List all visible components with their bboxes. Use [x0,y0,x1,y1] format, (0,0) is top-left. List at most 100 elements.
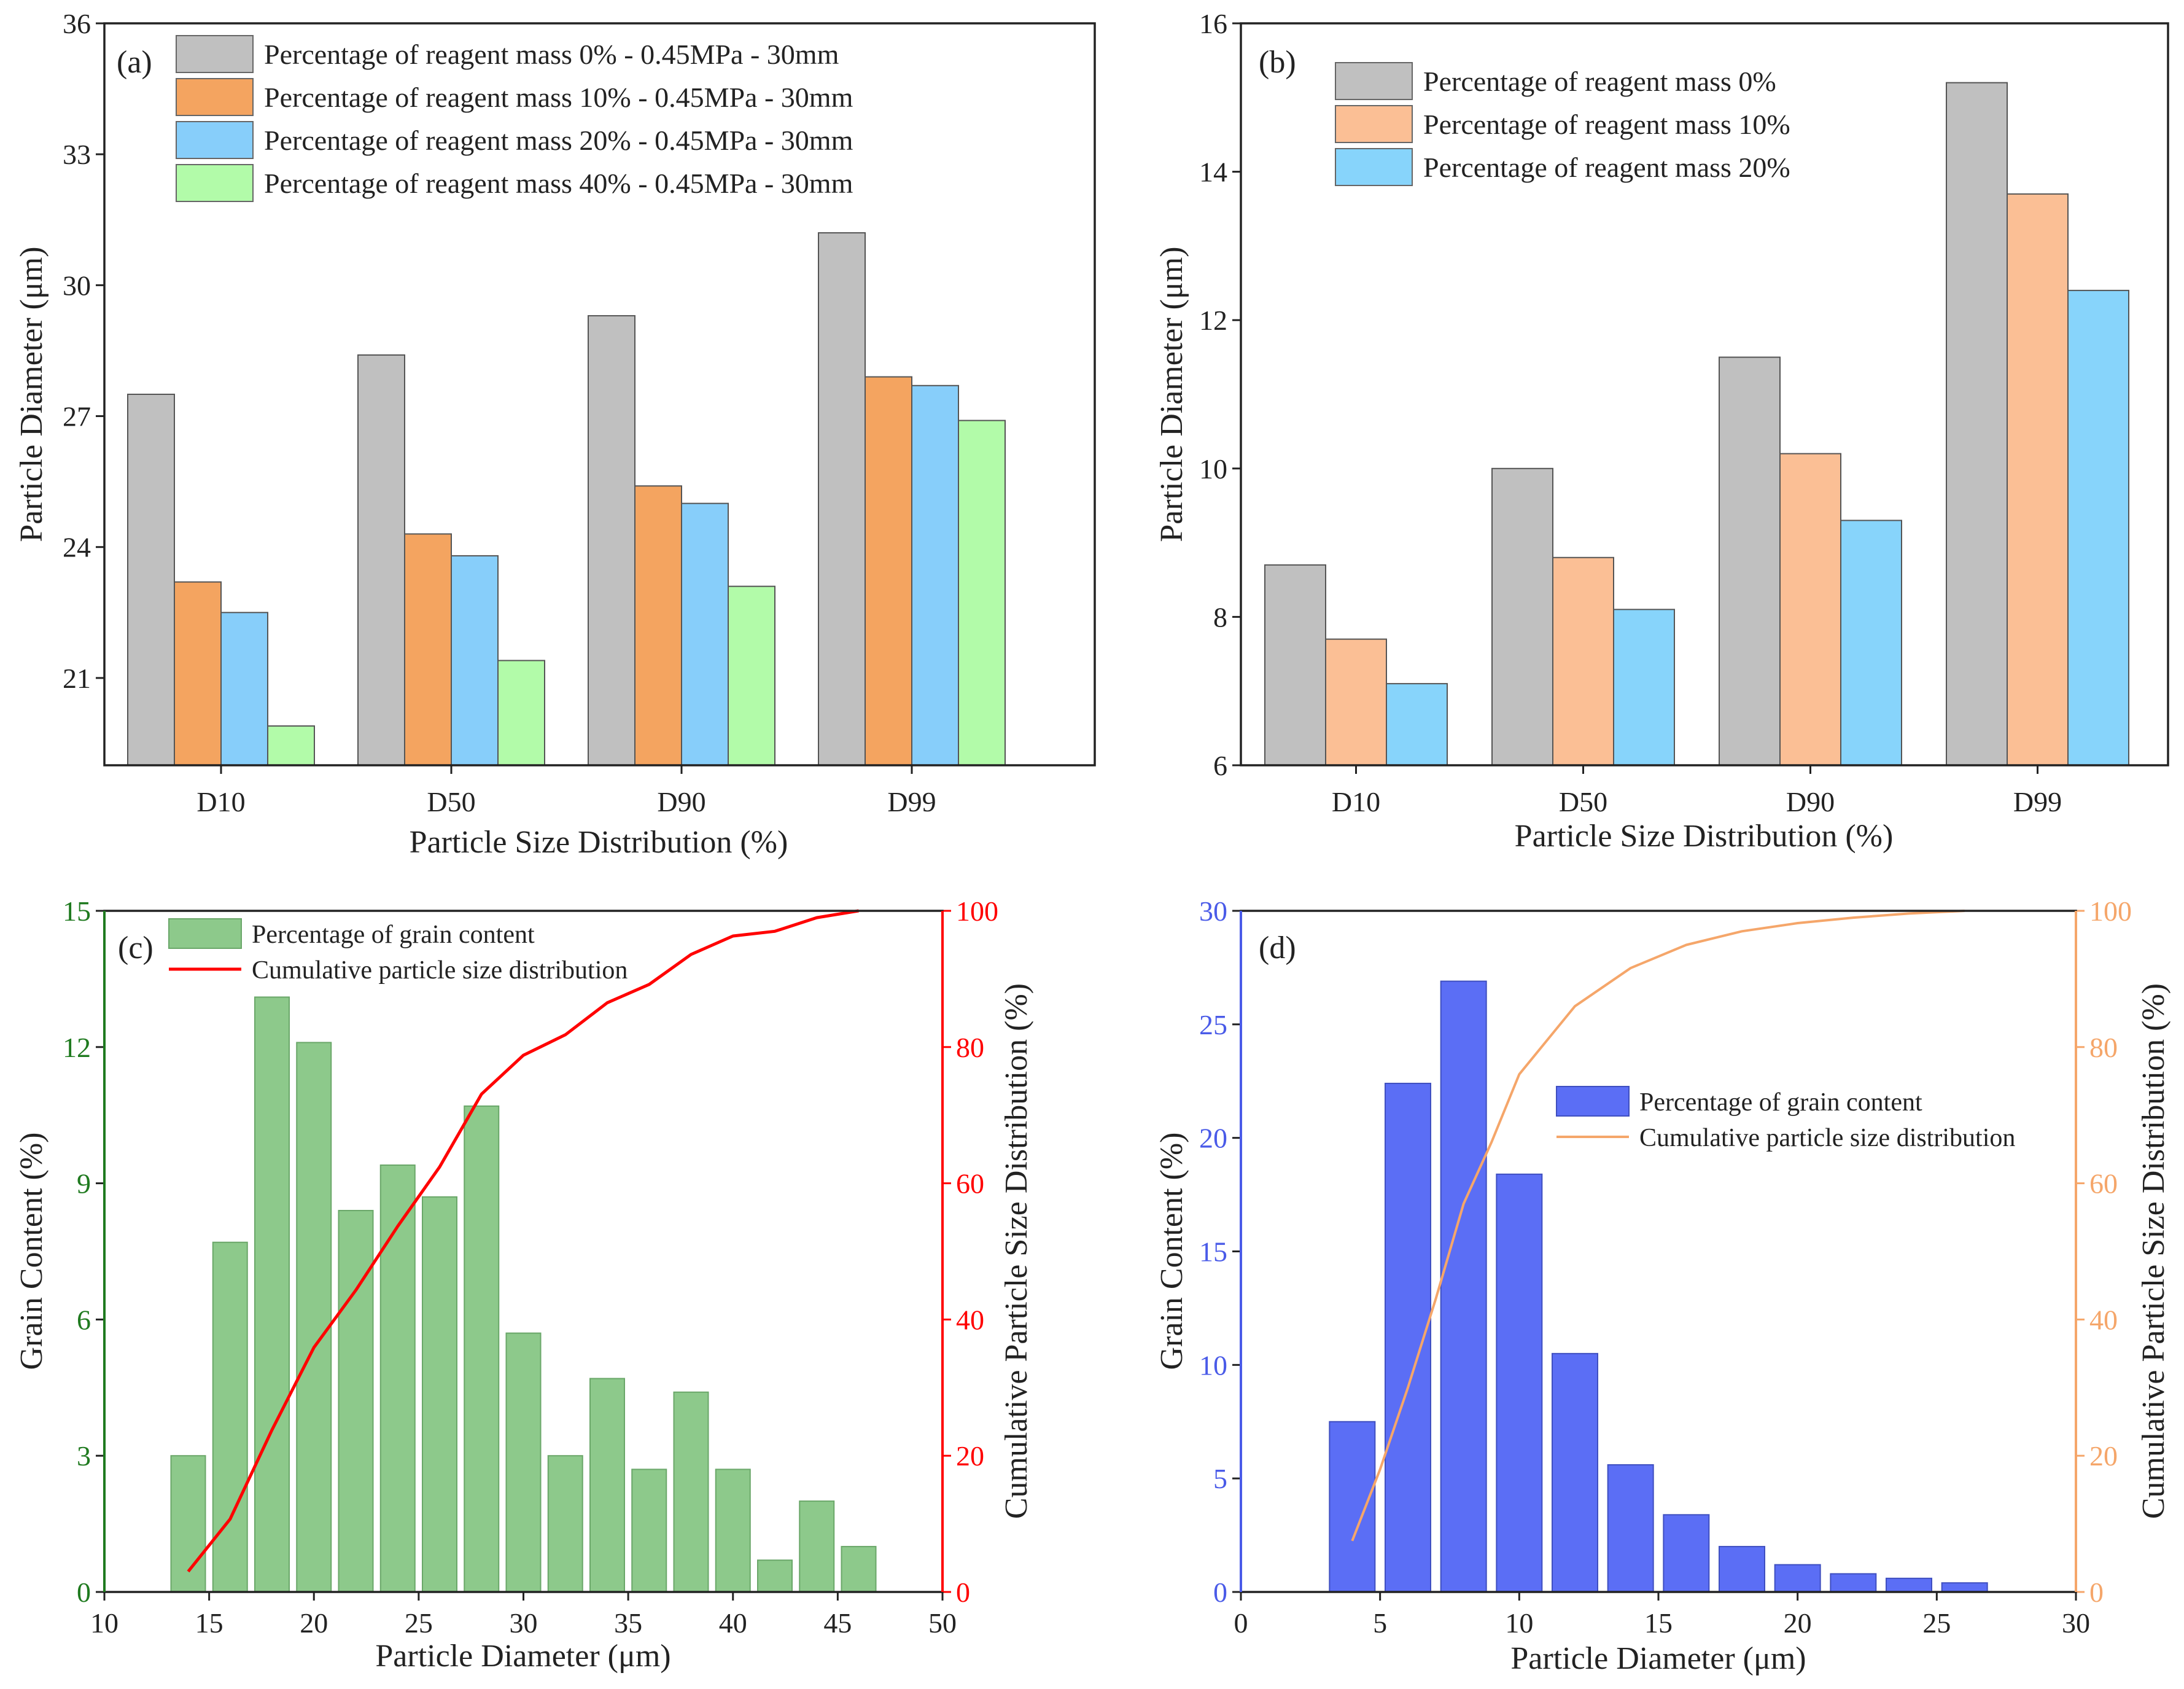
x-tick-label: 20 [1784,1607,1812,1639]
bar-20 [1774,1564,1821,1593]
y-tick-label: 12 [63,1032,91,1063]
bar-12 [1552,1352,1598,1593]
y-tick-label: 36 [63,8,91,39]
x-tick-label: 15 [195,1607,223,1639]
x-tick-label: 15 [1644,1607,1673,1639]
y-tick-label: 15 [63,895,91,927]
legend-label-0: Percentage of reagent mass 0% [1423,66,1776,97]
bar-26 [422,1196,457,1593]
legend-label-bars: Percentage of grain content [1639,1088,1922,1117]
bar-44 [799,1500,835,1593]
legend-swatch-bars [1556,1086,1630,1117]
y2-tick-label: 20 [956,1440,984,1472]
bar-series1-d10 [1325,638,1387,766]
y-tick-label: 27 [63,401,91,432]
x-tick-label: D99 [2013,786,2062,817]
y-tick-label: 20 [1199,1123,1227,1154]
bar-series2-d90 [681,502,729,766]
bar-series2-d50 [451,555,499,766]
panel-label: (b) [1259,45,1296,80]
y-tick-label: 10 [1199,1349,1227,1381]
x-tick-label: 10 [1505,1607,1533,1639]
x-tick-label: 30 [510,1607,538,1639]
x-tick-label: D10 [1332,786,1380,817]
y-tick-label: 9 [77,1168,91,1199]
bar-24 [379,1164,416,1593]
x-axis-label: Particle Diameter (μm) [1510,1641,1806,1676]
bar-series3-d99 [958,419,1006,766]
y-tick-label: 21 [63,663,91,694]
panel-1: 6 8 10 12 14 16 D10 D50 D90 D99 Percentage of reag… [1154,8,2169,854]
bar-22 [338,1209,374,1593]
bar-46 [841,1546,877,1593]
bar-36 [631,1469,667,1593]
x-tick-label: D90 [1786,786,1835,817]
y-tick-label: 8 [1213,601,1227,633]
x-tick-label: D90 [657,786,705,817]
x-tick-label: 50 [928,1607,957,1639]
legend-swatch-3 [176,164,254,202]
legend-swatch-2 [176,121,254,159]
plot-frame [1240,22,2169,766]
legend-label-1: Percentage of reagent mass 10% [1423,109,1790,140]
legend-swatch-0 [1335,62,1413,100]
x-tick-label: 35 [614,1607,642,1639]
x-tick-label: 0 [1234,1607,1248,1639]
bar-series1-d90 [634,485,682,766]
bar-34 [589,1378,625,1593]
bar-series2-d10 [220,612,268,766]
y2-tick-label: 60 [956,1168,984,1199]
bar-40 [715,1469,751,1593]
legend-label-2: Percentage of reagent mass 20% [1423,152,1790,183]
y-tick-label: 14 [1199,157,1227,188]
y-tick-label: 33 [63,139,91,170]
x-tick-label: D50 [1559,786,1607,817]
legend-swatch-0 [176,35,254,73]
bar-26 [1941,1582,1988,1593]
bar-series2-d10 [1386,683,1448,766]
bar-18 [254,996,290,1593]
bar-series0-d50 [1491,467,1553,766]
legend-label-bars: Percentage of grain content [252,921,535,949]
y2-tick-label: 80 [2089,1032,2118,1063]
y-axis-label: Particle Diameter (μm) [1154,246,1189,542]
panel-label: (d) [1259,930,1296,965]
legend-label-2: Percentage of reagent mass 20% - 0.45MPa… [264,125,853,156]
bar-series1-d50 [404,533,452,766]
bar-22 [1830,1573,1877,1593]
y-tick-label: 0 [77,1577,91,1608]
y-tick-label: 5 [1213,1463,1227,1494]
bar-series2-d50 [1613,609,1675,766]
cumulative-line [187,909,859,1573]
bar-series2-d90 [1840,520,1902,766]
bar-16 [1663,1514,1710,1593]
y-tick-label: 10 [1199,453,1227,485]
y-tick-label: 24 [63,532,91,563]
bar-42 [757,1559,793,1593]
y2-tick-label: 80 [956,1032,984,1063]
panel-label: (a) [117,45,152,80]
panel-0: 21 24 27 30 33 36 D10 D50 D90 D99 Percentage of re… [14,8,1096,860]
legend-swatch-1 [1335,105,1413,143]
bar-series0-d10 [127,394,175,766]
legend-label-line: Cumulative particle size distribution [1639,1124,2015,1152]
bar-series1-d10 [174,581,222,766]
bar-series1-d50 [1552,556,1614,766]
bar-series1-d90 [1779,453,1841,766]
y-tick-label: 3 [77,1440,91,1472]
legend-swatch-2 [1335,148,1413,186]
bar-series0-d50 [357,354,405,766]
bar-20 [296,1042,332,1593]
x-tick-label: 40 [719,1607,747,1639]
bar-series0-d99 [1946,82,2008,766]
plot-frame [103,22,1096,766]
bar-38 [673,1391,709,1593]
bar-series1-d99 [865,376,912,766]
bar-series2-d99 [2067,289,2129,766]
y2-tick-label: 60 [2089,1168,2118,1199]
y2-axis-label: Cumulative Particle Size Distribution (%… [2136,983,2171,1519]
y-tick-label: 12 [1199,305,1227,336]
bar-4 [1329,1421,1376,1593]
